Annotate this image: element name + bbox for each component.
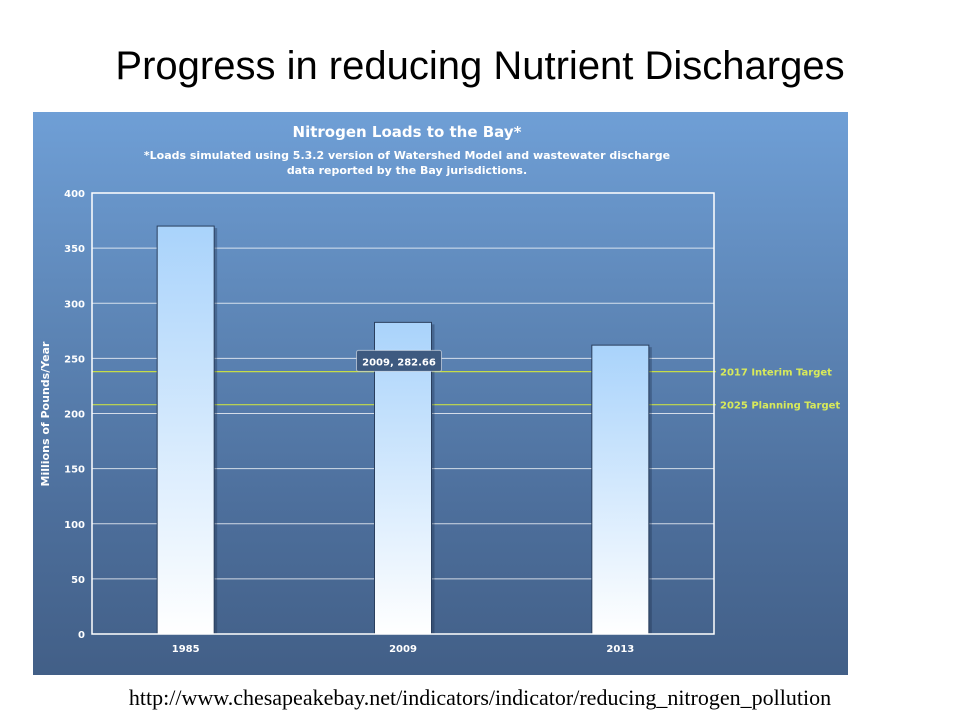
x-tick-label: 2009 — [389, 644, 417, 655]
chart-subtitle-line-1: *Loads simulated using 5.3.2 version of … — [144, 149, 670, 162]
y-tick-label: 250 — [64, 354, 85, 365]
source-url: http://www.chesapeakebay.net/indicators/… — [128, 685, 832, 710]
y-tick-label: 200 — [64, 410, 85, 421]
tooltip-box — [356, 349, 442, 372]
chart-subtitle-line-2: data reported by the Bay jurisdictions. — [287, 164, 527, 177]
tooltip-text: 2009, 282.66 — [362, 357, 436, 368]
slide-title: Progress in reducing Nutrient Discharges — [115, 44, 845, 88]
nitrogen-loads-chart: Nitrogen Loads to the Bay* *Loads simula… — [39, 123, 840, 655]
target-label: 2025 Planning Target — [720, 401, 840, 412]
y-tick-label: 100 — [64, 520, 85, 531]
y-tick-label: 150 — [64, 465, 85, 476]
y-tick-label: 50 — [71, 575, 85, 586]
x-tick-label: 1985 — [172, 644, 200, 655]
plot-frame — [91, 192, 715, 635]
bar-2009 — [374, 321, 432, 635]
y-axis-label: Millions of Pounds/Year — [39, 341, 52, 487]
bar-2013 — [591, 344, 650, 635]
y-tick-label: 300 — [64, 299, 85, 310]
chart-title: Nitrogen Loads to the Bay* — [293, 123, 522, 141]
bar-1985 — [156, 225, 215, 635]
target-label: 2017 Interim Target — [720, 368, 832, 379]
y-tick-label: 350 — [64, 244, 85, 255]
y-tick-label: 0 — [78, 630, 85, 641]
y-tick-label: 400 — [64, 189, 85, 200]
x-tick-label: 2013 — [606, 644, 634, 655]
chart-panel: Nitrogen Loads to the Bay* *Loads simula… — [33, 112, 848, 675]
